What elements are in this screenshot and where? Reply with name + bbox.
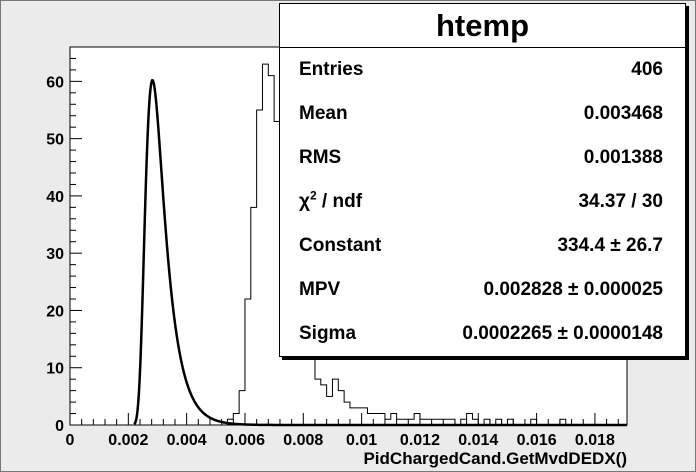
x-tick-label: 0 [66, 432, 75, 449]
y-tick-label: 30 [46, 246, 64, 263]
x-tick-label: 0.008 [283, 432, 323, 449]
stat-row-chi2: χ2 / ndf 34.37 / 30 [280, 180, 685, 224]
x-tick-label: 0.016 [517, 432, 557, 449]
stat-row-rms: RMS 0.001388 [280, 136, 685, 180]
stats-title: htemp [280, 4, 685, 48]
y-tick-label: 10 [46, 361, 64, 378]
y-tick-label: 0 [55, 418, 64, 435]
stat-value-mpv: 0.002828 ± 0.000025 [483, 279, 663, 300]
stat-row-mpv: MPV 0.002828 ± 0.000025 [280, 268, 685, 312]
stats-box: htemp Entries 406 Mean 0.003468 RMS 0.00… [279, 3, 686, 357]
stat-value-entries: 406 [631, 59, 663, 80]
x-tick-label: 0.014 [458, 432, 498, 449]
stat-label-entries: Entries [299, 59, 364, 80]
stat-label-sigma: Sigma [299, 323, 357, 344]
tick-labels: 0 0.002 0.004 0.006 0.008 0.01 0.012 0.014 0.016… [46, 74, 615, 449]
stat-value-sigma: 0.0002265 ± 0.0000148 [462, 323, 663, 344]
y-tick-label: 20 [46, 303, 64, 320]
stat-row-mean: Mean 0.003468 [280, 92, 685, 136]
stat-label-constant: Constant [299, 235, 382, 256]
fit-curve [133, 78, 627, 427]
stat-value-mean: 0.003468 [583, 103, 663, 124]
x-tick-label: 0.018 [575, 432, 615, 449]
stat-label-rms: RMS [299, 147, 342, 168]
stat-value-chi2: 34.37 / 30 [578, 191, 663, 212]
y-tick-label: 40 [46, 189, 64, 206]
x-tick-label: 0.006 [225, 432, 265, 449]
y-tick-label: 50 [46, 132, 64, 149]
x-tick-label: 0.002 [108, 432, 148, 449]
x-axis-title: PidChargedCand.GetMvdDEDX() [363, 449, 627, 468]
stat-value-constant: 334.4 ± 26.7 [557, 235, 663, 256]
stat-row-sigma: Sigma 0.0002265 ± 0.0000148 [280, 312, 685, 356]
y-tick-label: 60 [46, 74, 64, 91]
x-tick-label: 0.01 [346, 432, 377, 449]
stat-label-mpv: MPV [299, 279, 341, 300]
x-tick-label: 0.012 [400, 432, 440, 449]
x-tick-label: 0.004 [167, 432, 207, 449]
stat-label-mean: Mean [299, 103, 348, 124]
chi2-superscript: 2 [309, 188, 317, 203]
stat-label-chi2: χ2 / ndf [299, 188, 363, 212]
stat-value-rms: 0.001388 [583, 147, 663, 168]
stat-row-entries: Entries 406 [280, 48, 685, 92]
stat-row-constant: Constant 334.4 ± 26.7 [280, 224, 685, 268]
